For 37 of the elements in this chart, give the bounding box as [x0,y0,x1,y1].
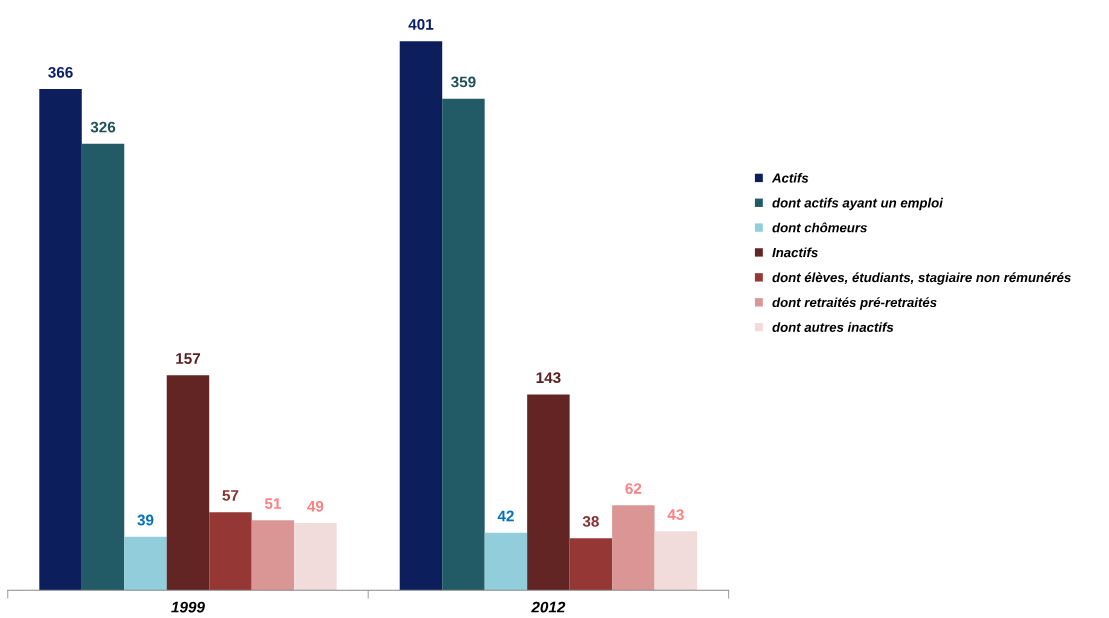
legend-label: dont retraités pré-retraités [772,297,937,310]
bar [251,520,295,591]
bar [209,512,252,591]
data-label: 51 [264,498,281,510]
data-label: 366 [48,66,73,78]
bar [569,538,613,591]
x-tick-label: 1999 [171,601,205,613]
bar [399,41,443,591]
bar [442,98,485,591]
legend-label: dont autres inactifs [772,322,894,332]
data-label: 38 [582,515,599,527]
legend-label: dont actifs ayant un emploi [772,197,944,211]
data-label: 157 [176,353,201,364]
data-label: 43 [667,509,684,520]
data-label: 49 [307,500,324,512]
data-label: 42 [497,510,514,522]
data-label: 401 [408,19,434,30]
bar [484,532,528,591]
bar [124,536,167,591]
legend-label: dont chômeurs [772,222,867,233]
data-label: 39 [137,514,154,526]
x-tick-label: 2012 [531,601,566,613]
bar [81,143,125,591]
bar [527,394,570,591]
legend-label: dont élèves, étudiants, stagiaire non rémunérés [772,272,1071,285]
legend-label: Actifs [771,173,809,183]
data-label: 326 [90,121,116,133]
bar [39,89,82,591]
bar [294,523,337,591]
data-label: 62 [625,483,642,494]
bar [166,375,210,591]
data-label: 57 [222,490,239,501]
legend-label: Inactifs [772,247,818,258]
data-label: 359 [451,76,476,88]
bar [612,505,655,591]
bar [654,531,698,591]
data-label: 143 [536,372,561,384]
